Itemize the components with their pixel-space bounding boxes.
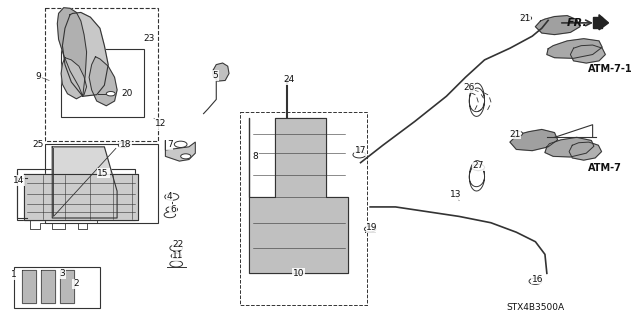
Text: 3: 3	[60, 270, 65, 278]
Polygon shape	[213, 63, 229, 81]
Circle shape	[364, 226, 376, 232]
Bar	[17, 169, 135, 219]
Circle shape	[166, 207, 177, 212]
Polygon shape	[165, 141, 195, 161]
Text: 20: 20	[121, 89, 132, 98]
Polygon shape	[24, 174, 138, 219]
Polygon shape	[41, 270, 55, 303]
Text: 6: 6	[170, 205, 176, 214]
Text: FR.: FR.	[566, 18, 587, 28]
Polygon shape	[599, 15, 609, 30]
Polygon shape	[569, 142, 602, 160]
Polygon shape	[593, 17, 602, 28]
Text: 11: 11	[172, 251, 184, 260]
Circle shape	[164, 212, 175, 218]
Polygon shape	[89, 57, 117, 106]
Text: 4: 4	[167, 192, 173, 201]
Text: 8: 8	[253, 152, 259, 161]
Text: 27: 27	[472, 161, 484, 170]
Circle shape	[170, 261, 182, 267]
Text: 18: 18	[120, 140, 131, 149]
Polygon shape	[536, 16, 580, 34]
Polygon shape	[63, 12, 108, 96]
Polygon shape	[22, 270, 36, 303]
Text: 22: 22	[173, 241, 184, 249]
Bar	[61, 49, 144, 117]
Circle shape	[472, 164, 484, 171]
Polygon shape	[545, 137, 594, 157]
Text: 1: 1	[12, 271, 17, 279]
Circle shape	[522, 16, 532, 21]
Text: STX4B3500A: STX4B3500A	[506, 303, 564, 312]
Polygon shape	[547, 39, 602, 58]
Text: 2: 2	[73, 279, 79, 288]
Text: ATM-7: ATM-7	[588, 163, 622, 173]
Circle shape	[174, 141, 187, 147]
Polygon shape	[61, 58, 86, 99]
Circle shape	[170, 245, 182, 251]
Circle shape	[180, 154, 191, 159]
Text: 12: 12	[155, 119, 166, 128]
Circle shape	[529, 278, 542, 285]
Circle shape	[513, 131, 523, 136]
Circle shape	[106, 92, 115, 96]
Text: 7: 7	[167, 140, 173, 149]
Polygon shape	[60, 270, 74, 303]
Text: 24: 24	[283, 75, 294, 84]
Text: 10: 10	[292, 269, 304, 278]
Text: 13: 13	[450, 190, 461, 199]
Text: 21: 21	[519, 14, 531, 23]
Circle shape	[171, 253, 181, 258]
Text: 25: 25	[33, 140, 44, 149]
Text: 16: 16	[532, 275, 543, 284]
Bar	[45, 8, 158, 141]
Text: 5: 5	[212, 71, 218, 80]
Text: 15: 15	[97, 169, 109, 178]
Text: 26: 26	[463, 83, 474, 92]
Text: 9: 9	[35, 72, 41, 81]
Bar	[45, 144, 158, 223]
Circle shape	[353, 152, 365, 158]
Circle shape	[118, 143, 129, 148]
Text: ATM-7-1: ATM-7-1	[588, 64, 633, 74]
Text: 23: 23	[143, 34, 155, 43]
Polygon shape	[250, 118, 348, 273]
Polygon shape	[52, 147, 117, 218]
Text: 21: 21	[509, 130, 521, 139]
Bar	[14, 267, 100, 308]
Polygon shape	[570, 45, 605, 63]
Text: 14: 14	[13, 176, 24, 185]
Circle shape	[164, 193, 179, 200]
Text: 17: 17	[355, 146, 366, 155]
Polygon shape	[58, 8, 86, 96]
Bar	[240, 112, 367, 305]
Polygon shape	[510, 130, 557, 151]
Text: 19: 19	[366, 223, 378, 232]
